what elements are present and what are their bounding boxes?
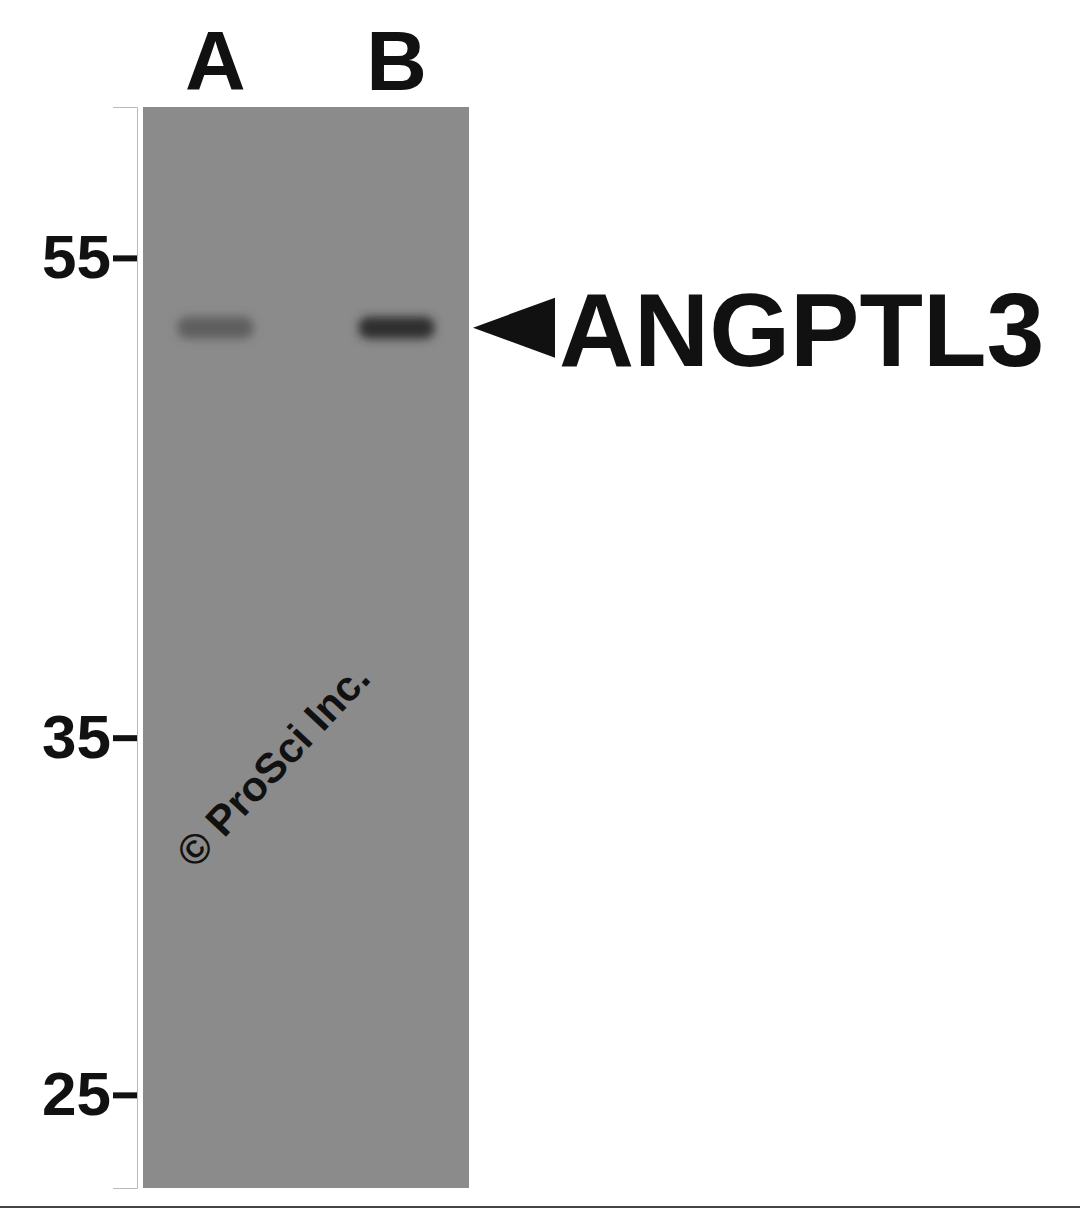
bands [177, 317, 434, 339]
lane-label: A [185, 14, 246, 108]
watermark: © ProSci Inc. [167, 654, 378, 876]
tick-label: 35 [42, 702, 111, 771]
tick: 55 [42, 222, 137, 291]
band [177, 317, 253, 339]
bottom-rule [0, 1206, 1080, 1208]
y-axis: 25 35 55 [42, 108, 137, 1189]
tick-mark [113, 255, 137, 261]
band [359, 317, 435, 339]
tick-mark [113, 1092, 137, 1098]
tick-mark [113, 735, 137, 741]
lane-label: B [366, 14, 427, 108]
tick: 35 [42, 702, 137, 771]
axis-line [113, 108, 138, 1189]
lane-labels: AB [185, 14, 427, 108]
figure: 253555ABANGPTL3© ProSci Inc. [0, 0, 1080, 1211]
annotation-label: ANGPTL3 [559, 272, 1044, 388]
annotation-arrow [473, 298, 555, 358]
tick: 25 [42, 1059, 137, 1128]
tick-label: 55 [42, 222, 111, 291]
tick-label: 25 [42, 1059, 111, 1128]
gel-background [143, 107, 469, 1188]
